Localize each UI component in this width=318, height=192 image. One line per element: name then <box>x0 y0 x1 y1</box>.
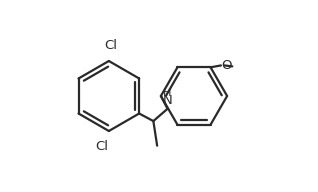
Text: N: N <box>163 94 172 107</box>
Text: O: O <box>221 59 232 72</box>
Text: H: H <box>163 88 172 98</box>
Text: Cl: Cl <box>104 40 117 52</box>
Text: Cl: Cl <box>95 140 108 152</box>
